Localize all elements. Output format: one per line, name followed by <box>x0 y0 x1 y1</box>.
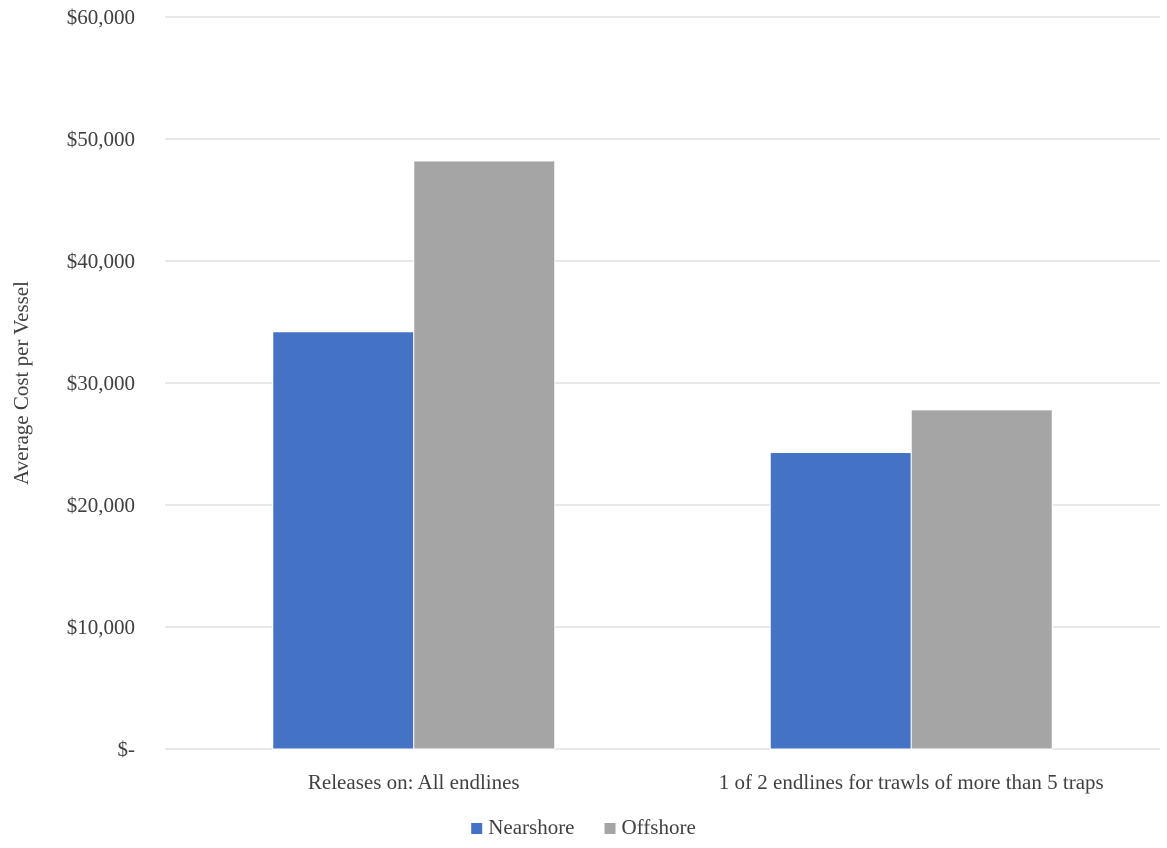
y-tick-label: $30,000 <box>67 371 135 395</box>
x-tick-label: 1 of 2 endlines for trawls of more than … <box>719 770 1104 794</box>
bar-offshore-2 <box>910 409 1053 750</box>
bar-offshore-1 <box>413 160 556 750</box>
bars <box>272 160 1053 750</box>
y-tick-label: $20,000 <box>67 493 135 517</box>
legend-swatch-nearshore <box>471 823 483 834</box>
y-tick-label: $40,000 <box>67 249 135 273</box>
bar-nearshore-1 <box>272 331 415 750</box>
bar-nearshore-2 <box>769 452 912 750</box>
y-tick-label: $- <box>118 737 136 761</box>
y-tick-label: $10,000 <box>67 615 135 639</box>
legend-swatch-offshore <box>604 823 616 834</box>
y-tick-label: $50,000 <box>67 127 135 151</box>
axes: $- $10,000 $20,000 $30,000 $40,000 $50,000 $60… <box>67 5 1104 794</box>
y-axis-title: Average Cost per Vessel <box>9 281 33 485</box>
legend-label-nearshore: Nearshore <box>488 815 574 839</box>
x-tick-label: Releases on: All endlines <box>308 770 520 794</box>
y-tick-label: $60,000 <box>67 5 135 29</box>
legend-label-offshore: Offshore <box>622 815 696 839</box>
legend: Nearshore Offshore <box>471 815 696 839</box>
